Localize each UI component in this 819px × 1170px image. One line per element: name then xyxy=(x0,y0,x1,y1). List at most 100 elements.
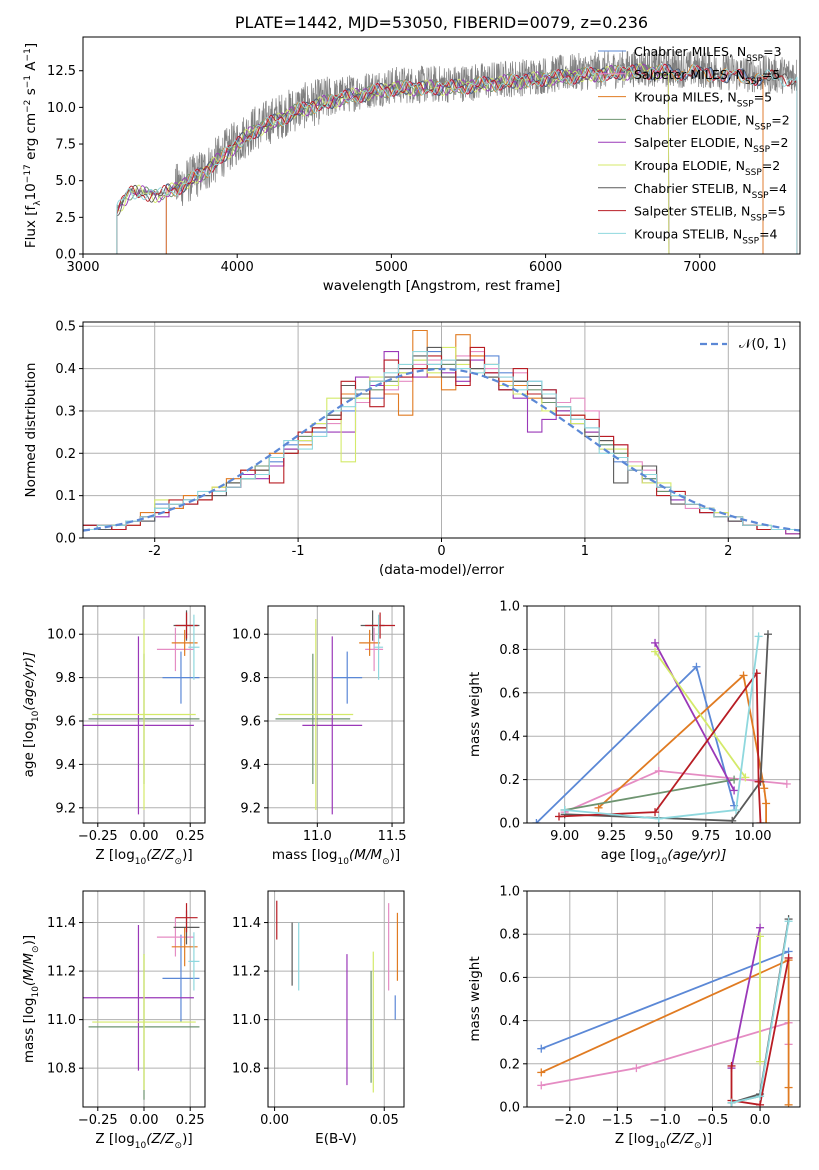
plus-marker xyxy=(756,923,765,932)
label-part: 10 xyxy=(135,1141,147,1151)
x-axis-label: (data-model)/error xyxy=(379,562,505,578)
label-part: (Z/Z xyxy=(146,847,175,863)
plot-area xyxy=(83,903,200,1100)
x-tick-label: 4000 xyxy=(221,260,254,275)
plus-marker xyxy=(762,819,771,823)
error-bar-point xyxy=(365,627,384,672)
axes: 9.00 9.25 9.50 9.75 10.00 0.0 0.2 0.4 0.6 0.8 1.0 a… xyxy=(467,600,801,867)
mass-weight-line xyxy=(540,950,789,1050)
y-tick-label: 12.5 xyxy=(47,64,76,79)
plus-marker xyxy=(537,1081,546,1090)
error-bar-point xyxy=(188,932,200,991)
plus-marker xyxy=(727,1061,736,1070)
plus-marker xyxy=(632,1064,641,1073)
x-axis-label: E(B-V) xyxy=(315,1131,357,1147)
label-part: Salpeter ELODIE, N xyxy=(634,135,753,150)
error-bar-point xyxy=(162,934,200,1023)
axes-frame xyxy=(526,605,801,824)
error-bar-point xyxy=(156,627,194,672)
y-tick-label: 0.6 xyxy=(499,686,520,701)
label-part: s xyxy=(23,88,39,99)
y-tick-label: 0.4 xyxy=(499,1014,520,1029)
legend-entry: Kroupa MILES, NSSP=5 xyxy=(634,90,772,110)
axes-frame xyxy=(526,890,801,1108)
x-tick-label: 10.00 xyxy=(734,829,771,844)
x-axis-label: wavelength [Angstrom, rest frame] xyxy=(323,278,561,294)
x-tick-label: 0 xyxy=(437,544,445,559)
y-tick-label: 0.8 xyxy=(499,928,520,943)
label-part: ] xyxy=(23,43,39,48)
legend-entry: Chabrier STELIB, NSSP=4 xyxy=(634,181,787,201)
label-part: (Z/Z xyxy=(146,1131,175,1147)
mass-weight-line xyxy=(654,651,747,778)
plus-marker xyxy=(651,647,660,656)
axes-frame xyxy=(82,605,206,824)
label-part: (age/yr)] xyxy=(667,847,726,863)
mass-age-panel: 11.0 11.5 9.2 9.4 9.6 9.8 10.0 mass [log10(M/M⊙… xyxy=(232,605,407,867)
x-axis-label: Z [log10(Z/Z⊙)] xyxy=(615,1131,712,1151)
y-tick-label: 10.0 xyxy=(47,101,76,116)
error-bar-point xyxy=(332,651,363,704)
mass-weight-line xyxy=(564,636,760,820)
y-tick-label: 11.0 xyxy=(232,1013,261,1028)
plus-marker xyxy=(728,816,737,823)
y-axis-label: Normed distribution xyxy=(23,363,39,498)
y-tick-label: 10.8 xyxy=(232,1062,261,1077)
y-axis-label: mass weight xyxy=(467,672,483,757)
x-tick-label: 9.25 xyxy=(597,829,626,844)
label-part: 10 xyxy=(31,710,41,722)
x-tick-label: 0.00 xyxy=(130,829,159,844)
label-part: ⊙ xyxy=(382,857,390,867)
y-tick-label: 9.2 xyxy=(55,801,76,816)
plot-area xyxy=(275,610,396,815)
grid xyxy=(527,890,800,1108)
x-tick-label: -2 xyxy=(148,544,161,559)
mass-weight-line xyxy=(564,778,735,811)
axes-frame xyxy=(267,605,405,824)
plus-marker xyxy=(782,779,791,788)
legend-entry: 𝒩(0, 1) xyxy=(739,337,786,352)
plot-area xyxy=(83,610,200,815)
y-tick-label: 10.8 xyxy=(47,1062,76,1077)
y-tick-label: 0.4 xyxy=(55,362,76,377)
plus-marker xyxy=(537,1068,546,1077)
legend-entry: Chabrier MILES, NSSP=3 xyxy=(634,44,782,64)
x-tick-label: 0.05 xyxy=(370,1113,399,1128)
y-tick-label: 11.2 xyxy=(232,965,261,980)
label-part: Z [log xyxy=(95,1131,134,1147)
x-tick-label: 1 xyxy=(581,544,589,559)
y-tick-label: 10.0 xyxy=(47,628,76,643)
label-part: Kroupa MILES, N xyxy=(634,90,737,105)
plus-marker xyxy=(555,812,564,821)
y-tick-label: 0.4 xyxy=(499,730,520,745)
label-part: erg cm xyxy=(23,113,39,164)
label-part: SSP xyxy=(742,236,759,246)
plot-area xyxy=(276,900,399,1093)
y-tick-label: 0.2 xyxy=(55,447,76,462)
legend-entry: Kroupa STELIB, NSSP=4 xyxy=(634,226,778,246)
error-bar-point xyxy=(171,629,198,656)
y-tick-label: 0.3 xyxy=(55,404,76,419)
x-tick-label: −1.5 xyxy=(602,1113,634,1128)
axes: −2.0 −1.5 −1.0 −0.5 0.0 0.0 0.2 0.4 0.6 0.8 1.0 Z [… xyxy=(467,885,801,1151)
y-tick-label: 5.0 xyxy=(55,174,76,189)
label-part: =2 xyxy=(762,158,780,173)
mass-weight-line xyxy=(730,927,761,1069)
plus-marker xyxy=(654,814,663,823)
label-part: 10 xyxy=(31,986,41,998)
x-tick-label: 0.25 xyxy=(176,1113,205,1128)
normal-distribution-curve xyxy=(83,367,800,532)
y-tick-label: 0.1 xyxy=(55,489,76,504)
label-part: Chabrier MILES, N xyxy=(634,44,746,59)
x-axis-label: Z [log10(Z/Z⊙)] xyxy=(95,847,192,867)
y-tick-label: 0.2 xyxy=(499,773,520,788)
label-part: =5 xyxy=(754,90,772,105)
axes: -2 -1 0 1 2 0.0 0.1 0.2 0.3 0.4 0.5 (data-model)/er… xyxy=(23,320,801,578)
legend-entry: Kroupa ELODIE, NSSP=2 xyxy=(634,158,780,178)
y-tick-label: 1.0 xyxy=(499,885,520,900)
plus-marker xyxy=(763,630,772,639)
x-tick-label: 5000 xyxy=(375,260,408,275)
